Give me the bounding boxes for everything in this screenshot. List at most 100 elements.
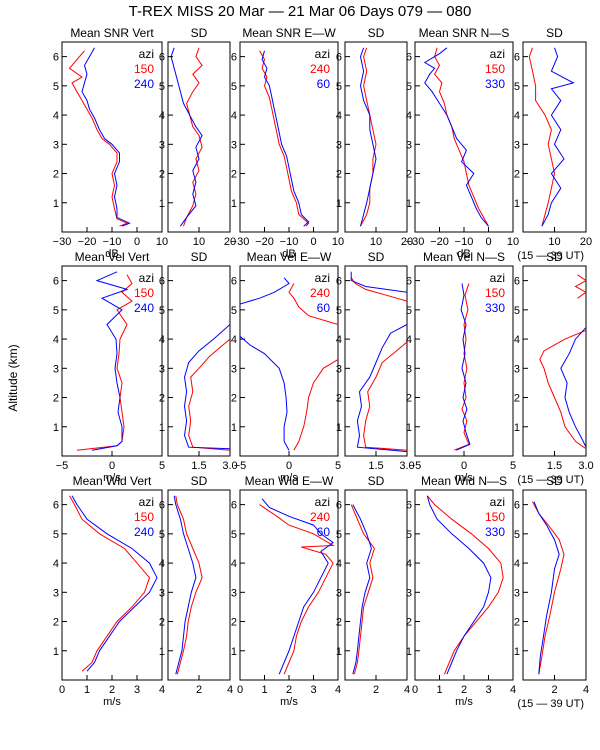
y-tick-label: 1 (336, 198, 342, 210)
y-tick-label: 1 (336, 422, 342, 434)
series-line-red (288, 283, 338, 325)
y-tick-label: 5 (514, 305, 520, 317)
y-tick-label: 3 (406, 587, 412, 599)
x-axis-label: m/s (103, 472, 121, 484)
panel-5: SD 10 20 1 2 3 4 5 6 (15 — 39 UT) (514, 26, 592, 262)
series-line-blue (350, 271, 407, 293)
y-tick-label: 2 (159, 169, 165, 181)
azi-value-blue: 240 (134, 77, 154, 91)
x-tick-label: 5 (335, 460, 341, 472)
series-line-blue (423, 47, 489, 227)
azi-label: azi (315, 47, 330, 61)
y-tick-label: 5 (53, 305, 59, 317)
series-line-blue (456, 283, 471, 451)
azi-value-blue: 60 (317, 525, 331, 539)
y-tick-label: 1 (159, 198, 165, 210)
x-tick-label: 1.5 (547, 460, 562, 472)
y-tick-label: 1 (231, 646, 237, 658)
x-tick-label: −20 (430, 236, 449, 248)
x-tick-label: 2 (551, 684, 557, 696)
azi-value-red: 150 (134, 286, 154, 300)
y-tick-label: 5 (336, 81, 342, 93)
series-line-red (574, 274, 586, 299)
x-tick-label: 2 (373, 684, 379, 696)
series-line-red (76, 274, 133, 451)
y-tick-label: 4 (406, 558, 412, 570)
y-tick-label: 5 (336, 529, 342, 541)
y-tick-label: 1 (406, 198, 412, 210)
x-tick-label: 0 (412, 684, 418, 696)
x-tick-label: 2 (461, 684, 467, 696)
y-tick-label: 3 (336, 587, 342, 599)
panel-title: Mean Vel N—S (423, 250, 505, 264)
y-tick-label: 2 (406, 617, 412, 629)
y-tick-label: 2 (514, 617, 520, 629)
panel-title: Mean Wid E—W (245, 474, 334, 488)
x-tick-label: 10 (193, 236, 205, 248)
x-tick-label: 4 (404, 684, 410, 696)
y-tick-label: 2 (514, 169, 520, 181)
panel-title: Mean Wid Vert (73, 474, 152, 488)
x-tick-label: −5 (234, 460, 247, 472)
y-tick-label: 6 (53, 276, 59, 288)
y-tick-label: 2 (336, 169, 342, 181)
y-tick-label: 2 (336, 617, 342, 629)
x-tick-label: −20 (78, 236, 97, 248)
panel-1: SD 10 20 1 2 3 4 5 6 (159, 26, 236, 248)
panel-title: Mean Wid N—S (421, 474, 507, 488)
series-line-red (293, 359, 338, 451)
panel-9: SD 1.5 3.0 1 2 3 4 5 6 (336, 250, 415, 472)
y-tick-label: 4 (231, 558, 237, 570)
series-line-red (454, 283, 470, 451)
y-tick-label: 3 (406, 363, 412, 375)
azi-label: azi (490, 495, 505, 509)
y-tick-label: 1 (514, 198, 520, 210)
panel-title: SD (546, 26, 563, 40)
y-tick-label: 3 (53, 587, 59, 599)
series-line-red (532, 501, 565, 675)
series-line-blue (261, 50, 310, 227)
x-axis-label: m/s (455, 472, 473, 484)
series-line-blue (240, 335, 290, 451)
y-tick-label: 6 (159, 276, 165, 288)
panel-title: Mean SNR Vert (70, 26, 154, 40)
y-tick-label: 1 (406, 422, 412, 434)
y-tick-label: 2 (231, 393, 237, 405)
panel-title: SD (368, 250, 385, 264)
y-tick-label: 2 (159, 393, 165, 405)
y-tick-label: 4 (231, 110, 237, 122)
panel-title: SD (546, 250, 563, 264)
series-line-red (363, 341, 407, 451)
x-tick-label: 20 (580, 236, 592, 248)
x-tick-label: 1 (261, 684, 267, 696)
x-tick-label: 10 (507, 236, 519, 248)
series-line-blue (183, 324, 230, 450)
series-line-blue (173, 495, 197, 675)
series-line-blue (560, 327, 586, 448)
y-tick-label: 6 (53, 500, 59, 512)
y-tick-label: 6 (53, 52, 59, 64)
series-line-blue (91, 271, 129, 451)
panel-15: SD 2 4 1 2 3 4 5 6 (336, 474, 410, 696)
y-tick-label: 2 (53, 169, 59, 181)
y-tick-label: 6 (231, 276, 237, 288)
x-tick-label: 10 (332, 236, 344, 248)
x-axis-label: dB (282, 248, 295, 260)
azi-value-blue: 240 (134, 301, 154, 315)
x-tick-label: 1.5 (368, 460, 383, 472)
y-tick-label: 4 (159, 110, 165, 122)
series-line-blue (81, 47, 131, 227)
x-tick-label: 3.0 (222, 460, 237, 472)
series-line-red (183, 47, 203, 227)
x-tick-label: −10 (455, 236, 474, 248)
panel-11: SD 1.5 3.0 1 2 3 4 5 6 (15 — 39 UT) (514, 250, 594, 486)
azi-label: azi (139, 495, 154, 509)
x-tick-label: 0 (109, 460, 115, 472)
x-tick-label: 0 (134, 236, 140, 248)
azi-value-blue: 330 (485, 77, 505, 91)
azi-value-red: 240 (310, 286, 330, 300)
azi-value-blue: 60 (317, 77, 331, 91)
azi-value-blue: 330 (485, 301, 505, 315)
